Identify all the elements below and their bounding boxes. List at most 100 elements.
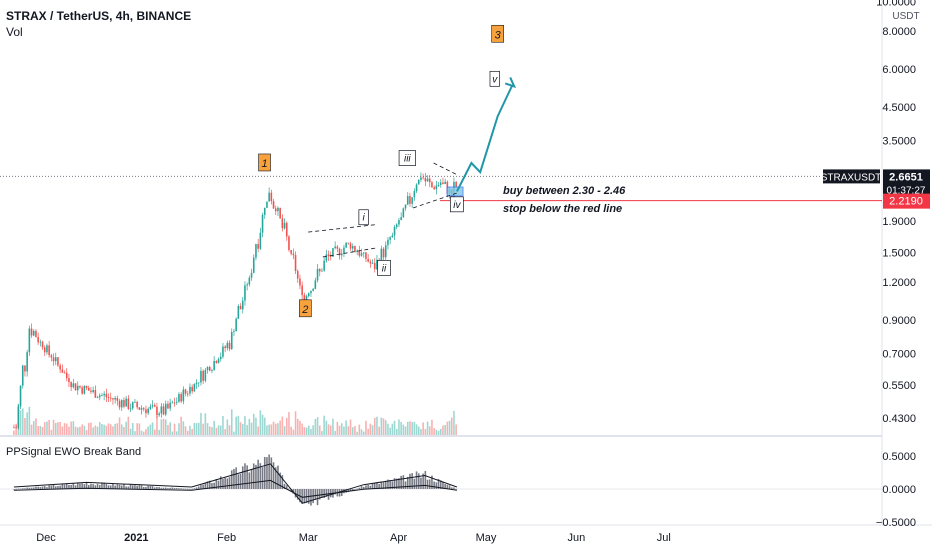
candle-body [24,365,26,372]
price-badge-bg [883,169,930,198]
candle-body [307,293,310,297]
candle-body [138,407,141,410]
ewo-bar [193,488,196,489]
ewo-bar [413,478,416,489]
candle-body [127,398,130,409]
volume-bar [402,424,405,435]
candle-body [411,197,413,204]
ewo-bar [310,489,312,506]
wave-label-minor: i [362,213,365,224]
ewo-bar [149,485,152,489]
ewo-bar [43,486,46,489]
volume-bar [252,413,255,435]
ewo-bar [411,473,413,489]
ewo-bar [351,489,354,491]
candle-body [19,385,22,407]
volume-bar [369,423,372,435]
volume-bar [279,420,281,435]
volume-bar [151,422,154,435]
ewo-bar [140,485,143,489]
ewo-bar [439,480,442,489]
ewo-bar [305,489,308,504]
wave-label-major: 2 [301,304,308,316]
candle-body [13,427,15,429]
ewo-bar [41,486,44,489]
volume-bar [362,431,365,435]
candle-body [182,389,185,402]
candle-body [349,243,352,249]
volume-bar [268,424,270,435]
ewo-bar [316,489,319,506]
candle-body [224,346,226,349]
candle-body [369,261,372,264]
ewo-bar [105,483,108,489]
candle-body [74,383,77,391]
candle-body [406,196,409,205]
candle-body [103,393,105,396]
volume-bar [389,427,391,435]
candle-body [288,236,290,251]
volume-bar [380,417,383,435]
ewo-bar [252,463,255,489]
candle-body [274,208,277,212]
volume-bar [327,424,330,435]
ewo-bar [241,466,244,489]
candle-body [65,372,68,379]
candle-body [382,248,385,258]
volume-bar [246,425,248,435]
ewo-bar [428,479,431,489]
ewo-indicator [0,454,882,506]
ewo-bar [219,476,222,489]
volume-bar [222,415,224,435]
ewo-bar [334,489,336,495]
ewo-bar [19,488,22,490]
ewo-tick-label: 0.5000 [882,451,916,463]
candle-body [404,204,407,209]
volume-bar [237,415,240,435]
ewo-bar [52,484,55,489]
candle-body [131,402,134,409]
ewo-bar [378,483,380,489]
candle-body [52,357,55,362]
volume-bar [277,423,279,435]
volume-bar [420,428,422,435]
volume-bar [123,426,125,435]
ewo-bar [35,486,37,489]
candle-body [114,398,116,400]
volume-bar [24,418,26,435]
volume-bar [263,417,266,435]
volume-bar [96,426,99,435]
candle-body [70,382,72,388]
ewo-bar [21,488,24,489]
candle-body [360,253,363,256]
candle-body [178,393,180,402]
ewo-bar [369,485,372,489]
candle-body [380,248,383,264]
ewo-bar [173,488,176,489]
ewo-bar [424,470,427,489]
candle-body [230,332,233,349]
volume-bar [398,419,400,435]
candle-body [17,406,20,429]
candle-body [318,268,321,272]
volume-bar [349,419,352,435]
volume-bar [305,427,308,435]
candle-body [184,389,187,394]
volume-bar [127,416,130,435]
volume-bar [415,424,418,435]
candle-body [294,255,297,271]
volume-bar [299,420,301,435]
volume-bar [226,419,229,435]
volume-bar [37,426,39,435]
ewo-bar [373,483,376,489]
ewo-bar [208,480,211,489]
ewo-bar [215,479,218,489]
countdown-badge: 01:37:27 [887,185,926,196]
wave-label-major-bg [258,153,271,172]
candle-body [167,403,169,409]
volume-bar [195,423,198,435]
volume-bar [290,426,292,435]
volume-bar [39,425,42,435]
volume-bar [43,422,46,435]
